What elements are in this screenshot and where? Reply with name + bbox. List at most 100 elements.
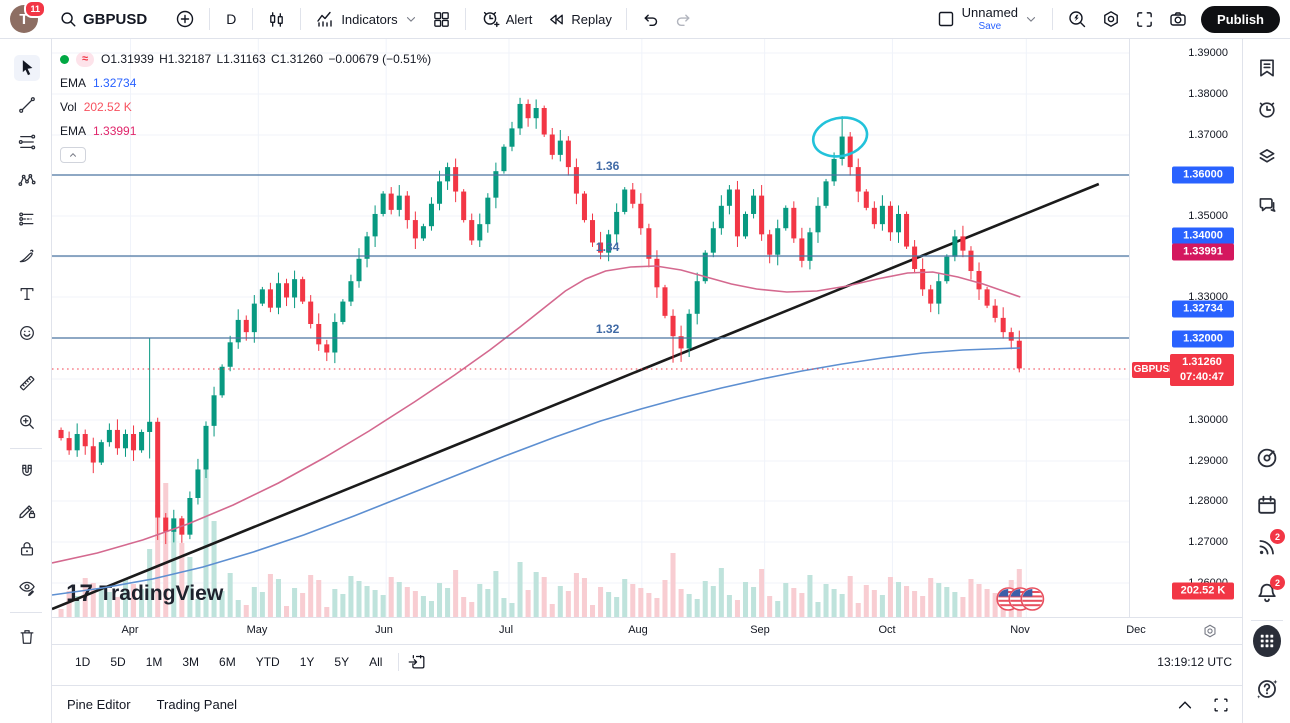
brush-tool[interactable] — [14, 244, 40, 270]
fullscreen-button[interactable] — [1128, 6, 1161, 33]
ema-blue-line[interactable] — [52, 347, 1021, 596]
alert-button[interactable]: Alert — [473, 5, 540, 33]
tab-trading-panel[interactable]: Trading Panel — [156, 697, 238, 712]
drawing-lock-tool[interactable] — [14, 498, 40, 524]
range-button-3m[interactable]: 3M — [182, 654, 200, 669]
time-axis-month-label: Dec — [1126, 624, 1146, 636]
time-axis-month-label: Jun — [375, 624, 393, 636]
brush-circle-annotation[interactable] — [810, 113, 871, 161]
chart-style-button[interactable] — [260, 6, 293, 33]
time-axis[interactable]: Apr May Jun Jul Aug Sep Oct Nov Dec — [52, 617, 1242, 644]
clock-utc[interactable]: 13:19:12 UTC — [1157, 654, 1232, 669]
price-axis-label: 1.30000 — [1188, 414, 1228, 426]
last-price-value: 1.31260 — [1182, 356, 1222, 368]
market-status-dot[interactable] — [60, 54, 69, 64]
range-button-ytd[interactable]: YTD — [255, 654, 280, 669]
quick-search-button[interactable] — [1060, 5, 1094, 33]
range-button-5d[interactable]: 5D — [110, 654, 126, 669]
price-axis[interactable]: 1.39000 1.38000 1.37000 1.35000 1.33000 1.300… — [1129, 39, 1242, 617]
save-layout-button[interactable]: Save — [978, 20, 1002, 32]
calendar-icon[interactable] — [1253, 491, 1281, 519]
emoji-tool[interactable] — [14, 320, 40, 346]
measure-ruler-tool[interactable] — [14, 370, 40, 396]
delayed-data-badge[interactable]: ≈ — [76, 51, 95, 67]
redo-button[interactable] — [667, 6, 700, 33]
zoom-in-tool[interactable] — [14, 409, 40, 435]
price-axis-label: 1.29000 — [1188, 455, 1228, 467]
ohlc-values: O1.31939 H1.32187 L1.31163 C1.31260 −0.0… — [101, 47, 433, 71]
magnet-tool[interactable] — [14, 459, 40, 485]
date-range-toolbar: 1D 5D 1M 3M 6M YTD 1Y 5Y All 13:19:12 UTC — [52, 644, 1242, 678]
bottom-panel: Pine Editor Trading Panel — [52, 685, 1242, 723]
layout-grid-button[interactable] — [425, 6, 458, 33]
time-axis-month-label: Aug — [628, 624, 648, 636]
prediction-tool[interactable] — [14, 206, 40, 232]
publish-button[interactable]: Publish — [1201, 5, 1280, 33]
layout-select-button[interactable]: Unnamed Save — [929, 2, 1045, 35]
ideas-stream-icon[interactable]: 2 — [1253, 529, 1285, 561]
watchlist-icon[interactable] — [1253, 54, 1281, 82]
legend-indicator-row[interactable]: EMA 1.32734 — [60, 71, 433, 95]
indicator-value: 1.32734 — [93, 76, 137, 90]
fib-retracement-tool[interactable] — [14, 129, 40, 155]
notifications-bell-icon[interactable]: 2 — [1253, 575, 1285, 607]
price-axis-label: 1.27000 — [1188, 536, 1228, 548]
ohlc-part: O1.31939 — [101, 52, 158, 66]
price-axis-label: 1.35000 — [1188, 210, 1228, 222]
price-axis-badge: 1.32000 — [1172, 330, 1234, 348]
range-button-1m[interactable]: 1M — [145, 654, 163, 669]
cursor-tool[interactable] — [14, 55, 40, 81]
ema-pink-line[interactable] — [52, 265, 1021, 564]
replay-label: Replay — [571, 11, 612, 27]
chart-pane: 17 TradingView 1.36 1.34 1.32 ≈ O1.31939 H1.… — [52, 39, 1242, 617]
trend-line-drawing[interactable] — [52, 182, 1100, 611]
range-button-1d[interactable]: 1D — [75, 654, 91, 669]
legend-indicator-row[interactable]: Vol 202.52 K — [60, 95, 433, 119]
go-to-date-button[interactable] — [407, 652, 427, 672]
range-button-6m[interactable]: 6M — [219, 654, 236, 669]
chat-icon[interactable] — [1253, 191, 1281, 219]
undo-button[interactable] — [634, 6, 667, 33]
indicators-icon — [315, 9, 335, 29]
help-icon[interactable] — [1253, 675, 1281, 703]
price-axis-label: 1.28000 — [1188, 495, 1228, 507]
indicators-button[interactable]: Indicators — [308, 5, 424, 33]
time-axis-settings-icon[interactable] — [1202, 623, 1218, 639]
text-tool[interactable] — [14, 281, 40, 307]
screenshot-camera-button[interactable] — [1161, 5, 1195, 33]
pattern-tool[interactable] — [14, 167, 40, 193]
range-button-5y[interactable]: 5Y — [334, 654, 350, 669]
range-button-1y[interactable]: 1Y — [299, 654, 315, 669]
hotlists-radar-icon[interactable] — [1253, 444, 1281, 472]
hide-drawings-tool[interactable] — [14, 575, 40, 601]
top-toolbar: T 11 GBPUSD D Indicators Alert Replay — [0, 0, 1290, 39]
ohlc-part: C1.31260 — [270, 52, 327, 66]
replay-button[interactable]: Replay — [539, 6, 618, 33]
interval-button[interactable]: D — [217, 7, 245, 31]
compare-add-button[interactable] — [168, 5, 202, 33]
legend-collapse-button[interactable] — [60, 147, 86, 163]
time-axis-month-label: Sep — [750, 624, 770, 636]
symbol-search[interactable]: GBPUSD — [52, 6, 154, 32]
tab-pine-editor[interactable]: Pine Editor — [67, 697, 131, 712]
time-axis-month-label: Apr — [121, 624, 139, 636]
trend-line-tool[interactable] — [14, 92, 40, 118]
panel-maximize-icon[interactable] — [1212, 696, 1230, 714]
object-tree-layers-icon[interactable] — [1253, 143, 1281, 171]
interval-label: D — [226, 11, 237, 27]
economic-event-flag-icon[interactable] — [1020, 587, 1045, 611]
legend-indicator-row[interactable]: EMA 1.33991 — [60, 119, 433, 143]
panel-collapse-icon[interactable] — [1176, 696, 1194, 714]
alert-clock-icon — [480, 9, 500, 29]
remove-drawings-tool[interactable] — [14, 624, 40, 650]
all-apps-menu-icon[interactable] — [1253, 625, 1281, 657]
alerts-clock-icon[interactable] — [1253, 96, 1281, 124]
settings-button[interactable] — [1094, 5, 1128, 33]
time-axis-month-label: Jul — [498, 624, 514, 636]
range-button-all[interactable]: All — [369, 654, 383, 669]
lock-all-tool[interactable] — [14, 536, 40, 562]
price-chart-canvas[interactable]: 17 TradingView 1.36 1.34 1.32 ≈ O1.31939 H1.… — [52, 39, 1129, 617]
avatar[interactable]: T 11 — [10, 0, 46, 33]
countdown-timer: 07:40:47 — [1179, 371, 1225, 383]
